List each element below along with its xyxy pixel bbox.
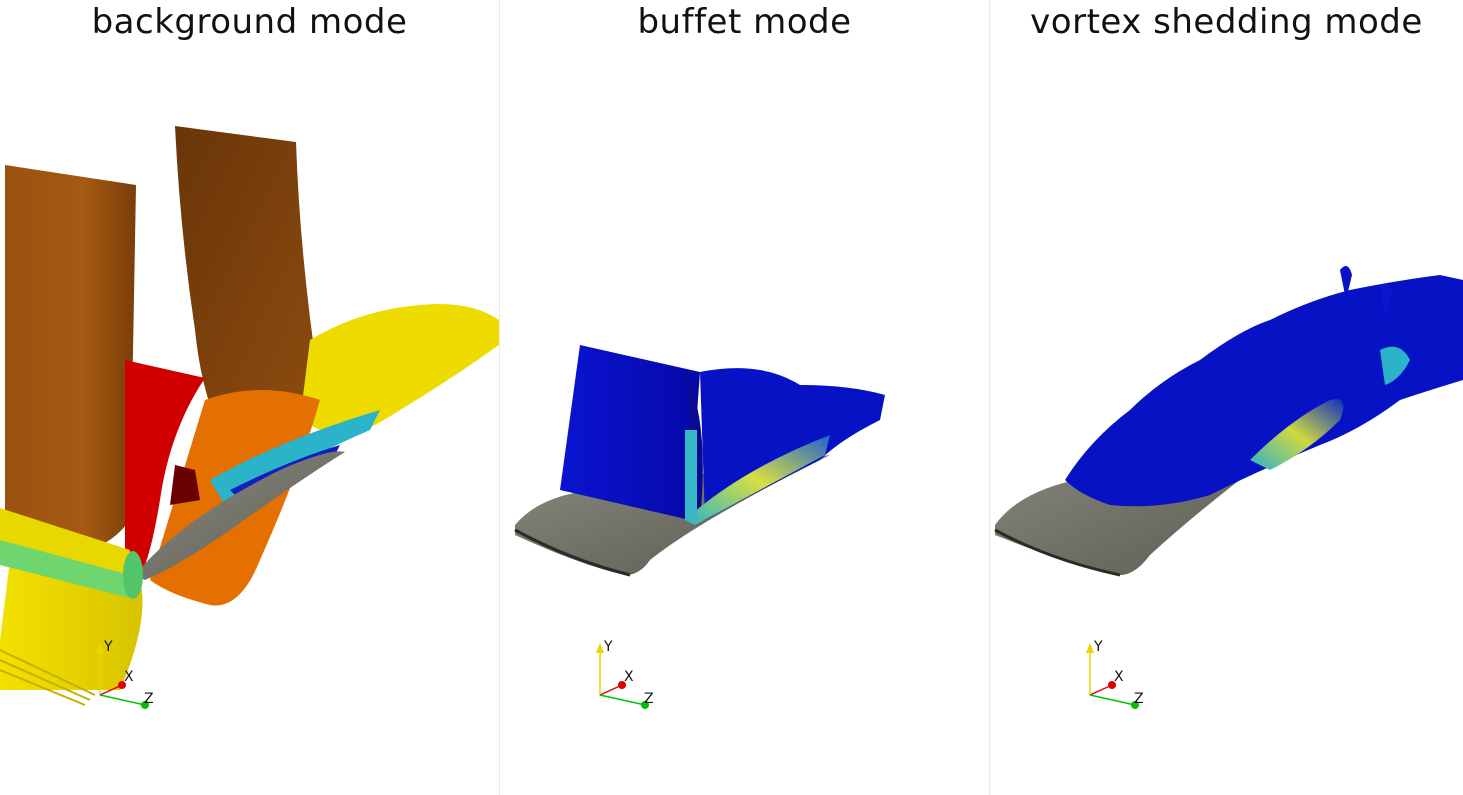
panel-divider: [989, 0, 990, 795]
background-mode-render: Y X Z: [0, 126, 499, 709]
contour-patch: [1250, 399, 1344, 470]
vortex-shedding-mode-render: Y X Z: [994, 266, 1463, 709]
panel-vortex-shedding-mode: vortex shedding mode: [990, 0, 1463, 795]
axis-label-y: Y: [603, 639, 613, 655]
axis-label-x: X: [124, 669, 134, 685]
axis-label-z: Z: [144, 691, 154, 707]
yellow-surface-bottom: [0, 560, 143, 690]
contour-strip: [685, 435, 830, 525]
axis-triad: Y X Z: [596, 639, 654, 709]
brown-surface-left: [5, 165, 136, 550]
panel-background-mode: background mode: [0, 0, 499, 795]
axis-label-x: X: [1114, 669, 1124, 685]
axis-label-y: Y: [1093, 639, 1103, 655]
panel-buffet-mode: buffet mode: [500, 0, 989, 795]
blue-wake-surface: [1065, 275, 1463, 507]
panel-title: vortex shedding mode: [1030, 2, 1423, 42]
blue-surface-block: [560, 345, 700, 520]
panel-title: buffet mode: [637, 2, 852, 42]
panel-divider: [499, 0, 500, 795]
red-surface: [125, 360, 205, 575]
axis-triad: Y X Z: [96, 639, 154, 709]
buffet-mode-render: Y X Z: [514, 345, 885, 709]
axis-label-x: X: [624, 669, 634, 685]
panel-title: background mode: [91, 2, 408, 42]
yellow-wake-surface: [300, 304, 499, 440]
axis-label-y: Y: [103, 639, 113, 655]
axis-label-z: Z: [1134, 691, 1144, 707]
airfoil: [135, 451, 345, 580]
axis-triad: Y X Z: [1086, 639, 1144, 709]
axis-label-z: Z: [644, 691, 654, 707]
brown-surface-right: [175, 126, 320, 426]
green-cylinder: [0, 540, 130, 598]
